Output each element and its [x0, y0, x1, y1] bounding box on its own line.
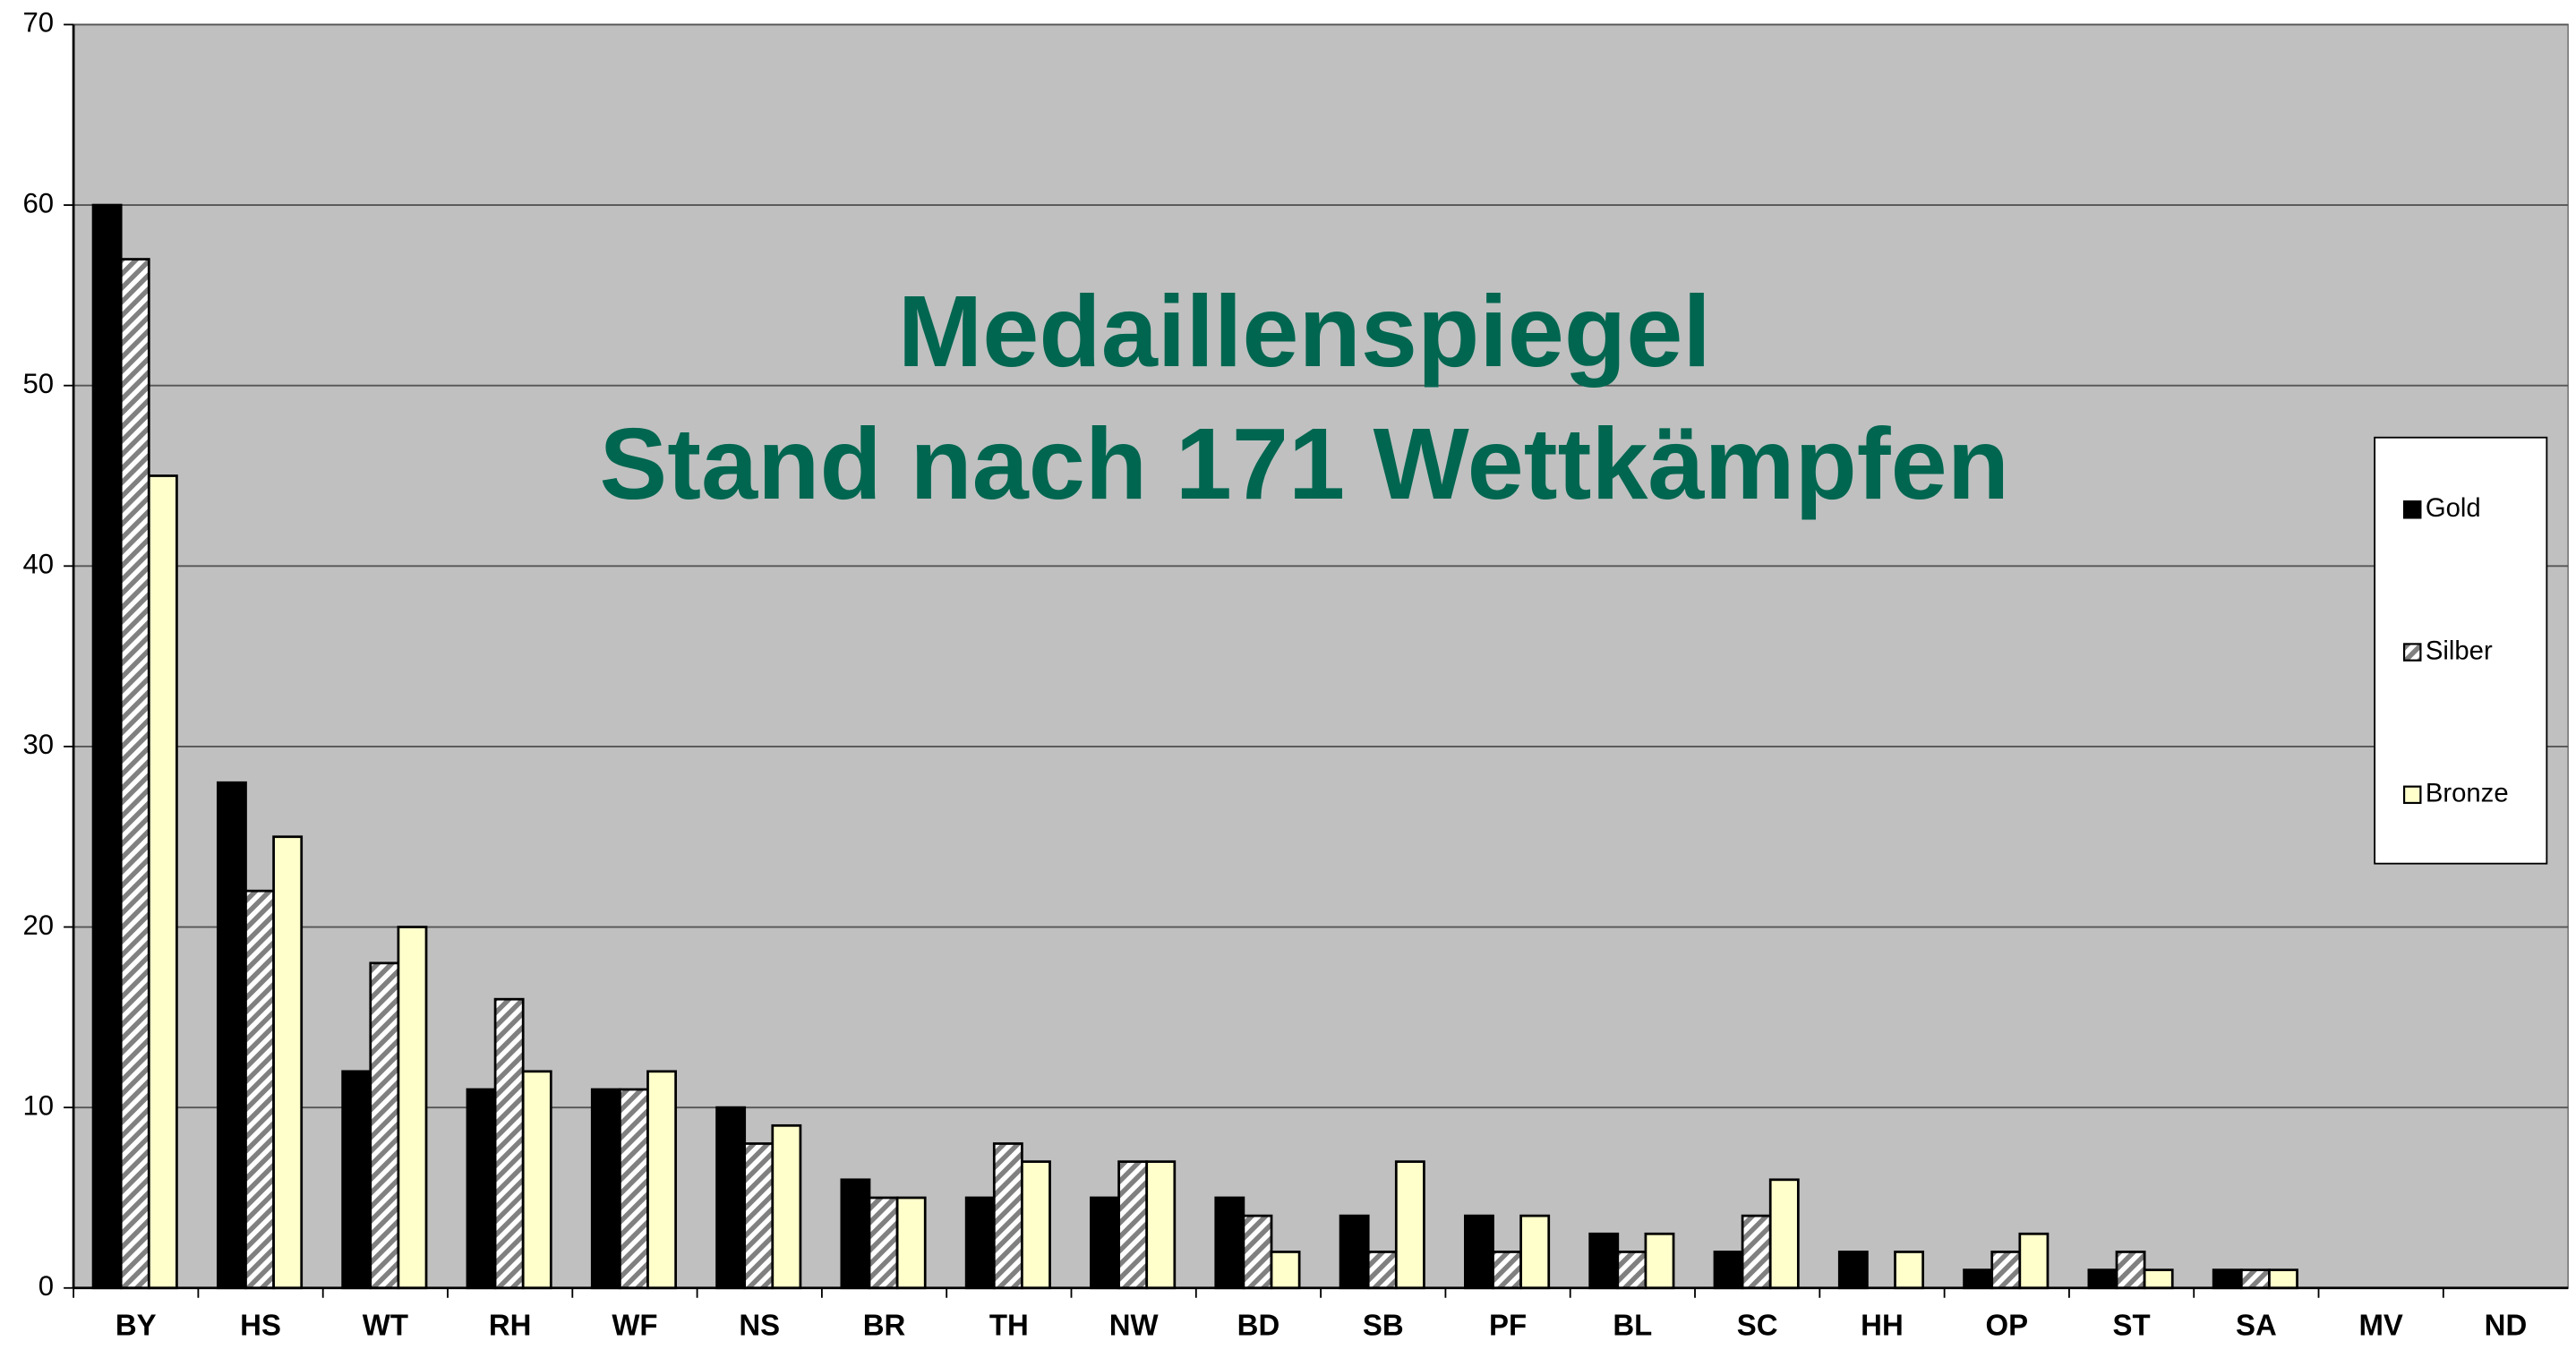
legend-label: Gold [2426, 493, 2481, 523]
x-tick-label: NS [739, 1308, 780, 1341]
plot-area [73, 23, 2570, 1289]
bar [2212, 1268, 2243, 1290]
bar [1616, 1251, 1647, 1290]
x-tick-label: TH [989, 1308, 1029, 1341]
legend-marker [2402, 643, 2422, 662]
x-tick-label: NW [1109, 1308, 1160, 1341]
legend-marker [2402, 500, 2422, 519]
bar [1366, 1251, 1398, 1290]
bar [868, 1196, 899, 1290]
bar [743, 1142, 775, 1290]
bar [216, 781, 247, 1290]
x-tick-label: WF [612, 1308, 657, 1341]
bar [2115, 1251, 2146, 1290]
x-tick-label: BY [116, 1308, 157, 1341]
bar [1713, 1251, 1744, 1290]
bar [147, 474, 178, 1290]
bar [272, 835, 304, 1290]
bar [1117, 1160, 1149, 1290]
bar [341, 1070, 372, 1290]
bar [91, 203, 123, 1290]
legend-label: Bronze [2426, 779, 2509, 808]
x-tick-label: OP [1985, 1308, 2028, 1341]
y-tick-label: 0 [39, 1270, 54, 1302]
y-tick-label: 70 [23, 7, 55, 38]
y-tick-label: 60 [23, 187, 55, 218]
bar [1145, 1160, 1177, 1290]
bar [2268, 1268, 2298, 1290]
bar [1894, 1251, 1925, 1290]
bar [1644, 1232, 1675, 1290]
bar [369, 961, 400, 1290]
x-tick-label: BD [1237, 1308, 1280, 1341]
bar [964, 1196, 996, 1290]
bar [1768, 1178, 1800, 1290]
bar [1090, 1196, 1120, 1290]
bar [493, 997, 525, 1290]
bar [1214, 1196, 1245, 1290]
x-tick-label: SC [1737, 1308, 1778, 1341]
bar [1339, 1214, 1370, 1290]
bar [521, 1070, 552, 1290]
x-tick-label: SA [2236, 1308, 2277, 1341]
bar [1394, 1160, 1425, 1290]
bar [2018, 1232, 2050, 1290]
bar [397, 926, 428, 1290]
x-tick-label: ST [2113, 1308, 2151, 1341]
bar [1242, 1214, 1273, 1290]
bar [119, 258, 150, 1290]
x-tick-label: PF [1489, 1308, 1527, 1341]
bar [895, 1196, 927, 1290]
bar [1588, 1232, 1620, 1290]
bar [840, 1178, 871, 1290]
legend-label: Silber [2426, 636, 2493, 665]
bar [2087, 1268, 2118, 1290]
bar [1464, 1214, 1494, 1290]
bar [1519, 1214, 1551, 1290]
bar [590, 1088, 621, 1290]
y-tick-label: 50 [23, 368, 55, 399]
bar [619, 1088, 649, 1290]
bar [1270, 1251, 1301, 1290]
bar [1963, 1268, 1994, 1290]
chart-subtitle: Stand nach 171 Wettkämpfen [600, 407, 2010, 521]
x-tick-label: ND [2485, 1308, 2528, 1341]
bar [771, 1123, 802, 1290]
bar [1990, 1251, 2022, 1290]
x-tick-label: BL [1613, 1308, 1652, 1341]
bar [1021, 1160, 1051, 1290]
y-tick-label: 20 [23, 910, 55, 941]
y-tick-label: 30 [23, 729, 55, 760]
bar [466, 1088, 497, 1290]
x-tick-label: HH [1861, 1308, 1904, 1341]
y-tick-label: 40 [23, 549, 55, 580]
bar [244, 889, 275, 1290]
x-tick-label: RH [489, 1308, 532, 1341]
x-tick-label: BR [863, 1308, 906, 1341]
bar [1741, 1214, 1772, 1290]
bar [646, 1070, 677, 1290]
bar [2239, 1268, 2271, 1290]
chart-title: Medaillenspiegel [898, 275, 1711, 389]
x-tick-label: HS [240, 1308, 281, 1341]
bar [992, 1142, 1023, 1290]
bar [1837, 1251, 1869, 1290]
x-tick-label: SB [1363, 1308, 1404, 1341]
bar [2143, 1268, 2174, 1290]
x-tick-label: WT [363, 1308, 408, 1341]
y-tick-label: 10 [23, 1089, 55, 1121]
bar [715, 1106, 747, 1290]
legend-marker [2402, 785, 2422, 805]
bar [1492, 1251, 1522, 1290]
x-tick-label: MV [2358, 1308, 2402, 1341]
